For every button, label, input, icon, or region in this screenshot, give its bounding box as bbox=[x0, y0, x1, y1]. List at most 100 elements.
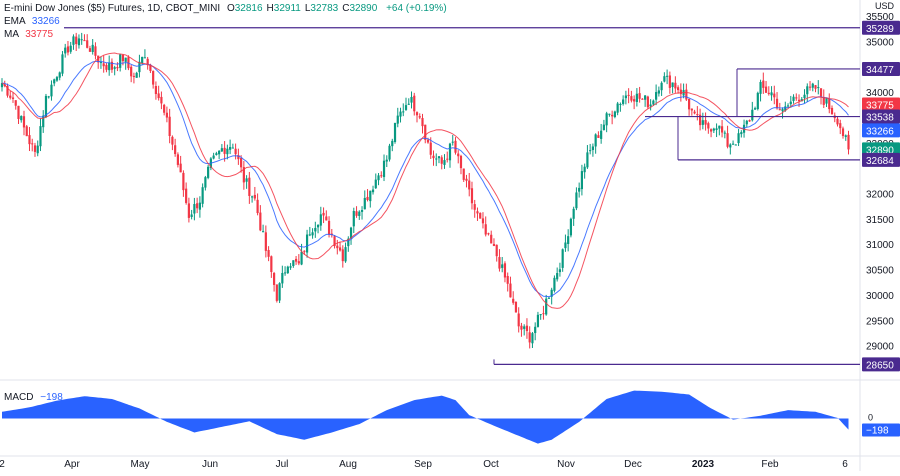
candle-up bbox=[220, 148, 223, 152]
candle-down bbox=[498, 257, 501, 269]
price-tag-label: 33266 bbox=[866, 126, 894, 137]
candle-up bbox=[591, 146, 595, 151]
symbol-title: E-mini Dow Jones ($5) Futures, 1D, CBOT_… bbox=[4, 3, 221, 14]
candle-down bbox=[11, 97, 15, 99]
x-tick-label: Apr bbox=[64, 459, 80, 470]
candle-up bbox=[545, 298, 548, 315]
price-tag-label: 32890 bbox=[866, 145, 894, 156]
x-tick-label: Feb bbox=[761, 459, 779, 470]
y-tick-label: 30500 bbox=[866, 266, 894, 277]
candle-up bbox=[619, 104, 622, 106]
candle-up bbox=[360, 209, 364, 212]
candle-up bbox=[600, 130, 603, 139]
candle-up bbox=[198, 202, 201, 210]
candle-up bbox=[745, 120, 748, 125]
candle-up bbox=[547, 297, 551, 299]
candle-down bbox=[465, 178, 468, 181]
candle-down bbox=[679, 89, 682, 95]
candle-down bbox=[808, 86, 812, 88]
candle-down bbox=[819, 88, 823, 97]
candle-down bbox=[237, 155, 240, 160]
candle-down bbox=[479, 212, 482, 219]
ema-label: EMA bbox=[4, 16, 26, 27]
candle-up bbox=[393, 122, 397, 142]
candle-down bbox=[163, 104, 166, 113]
candle-down bbox=[171, 136, 174, 145]
candle-up bbox=[218, 150, 221, 155]
candle-up bbox=[382, 160, 386, 178]
y-tick-label: 30000 bbox=[866, 291, 894, 302]
candle-up bbox=[561, 249, 564, 268]
candle-up bbox=[443, 160, 446, 165]
candle-up bbox=[594, 134, 597, 147]
candle-up bbox=[536, 314, 540, 327]
candle-down bbox=[415, 112, 419, 116]
candle-up bbox=[556, 273, 559, 280]
x-tick-label: May bbox=[131, 459, 150, 470]
candle-down bbox=[773, 93, 776, 98]
candle-down bbox=[638, 93, 641, 99]
candle-up bbox=[734, 144, 737, 146]
candle-down bbox=[795, 97, 798, 99]
candle-up bbox=[731, 143, 735, 145]
candle-down bbox=[492, 243, 496, 246]
ohlc-values: O32816 H32911 L32783 C32890 bbox=[223, 3, 377, 14]
candle-down bbox=[333, 236, 336, 247]
candle-up bbox=[539, 314, 542, 316]
candle-down bbox=[707, 123, 710, 129]
candle-up bbox=[718, 125, 721, 129]
candle-up bbox=[781, 109, 784, 112]
candle-up bbox=[212, 155, 215, 159]
candle-down bbox=[105, 64, 108, 70]
candle-up bbox=[391, 140, 394, 147]
candle-down bbox=[253, 194, 256, 199]
candle-down bbox=[503, 263, 507, 278]
candle-up bbox=[531, 333, 534, 344]
price-tag-bg bbox=[862, 357, 900, 372]
candle-up bbox=[308, 234, 311, 236]
candle-up bbox=[344, 247, 347, 262]
candle-down bbox=[542, 313, 545, 315]
candle-up bbox=[363, 197, 366, 210]
candle-down bbox=[698, 114, 702, 126]
candle-down bbox=[322, 212, 325, 216]
candle-down bbox=[506, 275, 509, 284]
candle-up bbox=[501, 264, 504, 268]
candle-down bbox=[633, 99, 636, 102]
candle-up bbox=[143, 57, 147, 59]
ma-label: MA bbox=[4, 29, 19, 40]
candle-down bbox=[822, 96, 825, 105]
candle-up bbox=[786, 105, 790, 107]
ohlc-label: H bbox=[266, 3, 274, 14]
candle-up bbox=[286, 266, 289, 274]
candle-up bbox=[580, 171, 584, 190]
candle-up bbox=[374, 179, 377, 189]
currency-label: USD bbox=[874, 1, 894, 11]
candle-up bbox=[396, 115, 399, 124]
candle-up bbox=[311, 232, 314, 236]
candle-down bbox=[297, 261, 300, 264]
candle-down bbox=[256, 199, 259, 214]
candle-down bbox=[839, 123, 842, 129]
candle-down bbox=[33, 145, 37, 152]
legend-title-row: E-mini Dow Jones ($5) Futures, 1D, CBOT_… bbox=[4, 3, 447, 14]
candle-down bbox=[294, 258, 298, 262]
candle-down bbox=[418, 116, 421, 118]
candle-down bbox=[847, 134, 850, 150]
candle-down bbox=[88, 48, 92, 52]
candle-down bbox=[520, 325, 523, 330]
price-tag-bg bbox=[862, 123, 900, 138]
candle-down bbox=[176, 154, 179, 165]
candle-down bbox=[116, 66, 119, 69]
candle-up bbox=[410, 96, 413, 103]
candle-up bbox=[39, 126, 42, 147]
candle-up bbox=[635, 93, 638, 102]
candle-up bbox=[712, 128, 715, 131]
y-tick-label: 31500 bbox=[866, 215, 894, 226]
macd-area bbox=[2, 390, 849, 444]
candle-up bbox=[261, 231, 265, 233]
candles bbox=[0, 32, 850, 349]
candle-down bbox=[470, 188, 474, 204]
